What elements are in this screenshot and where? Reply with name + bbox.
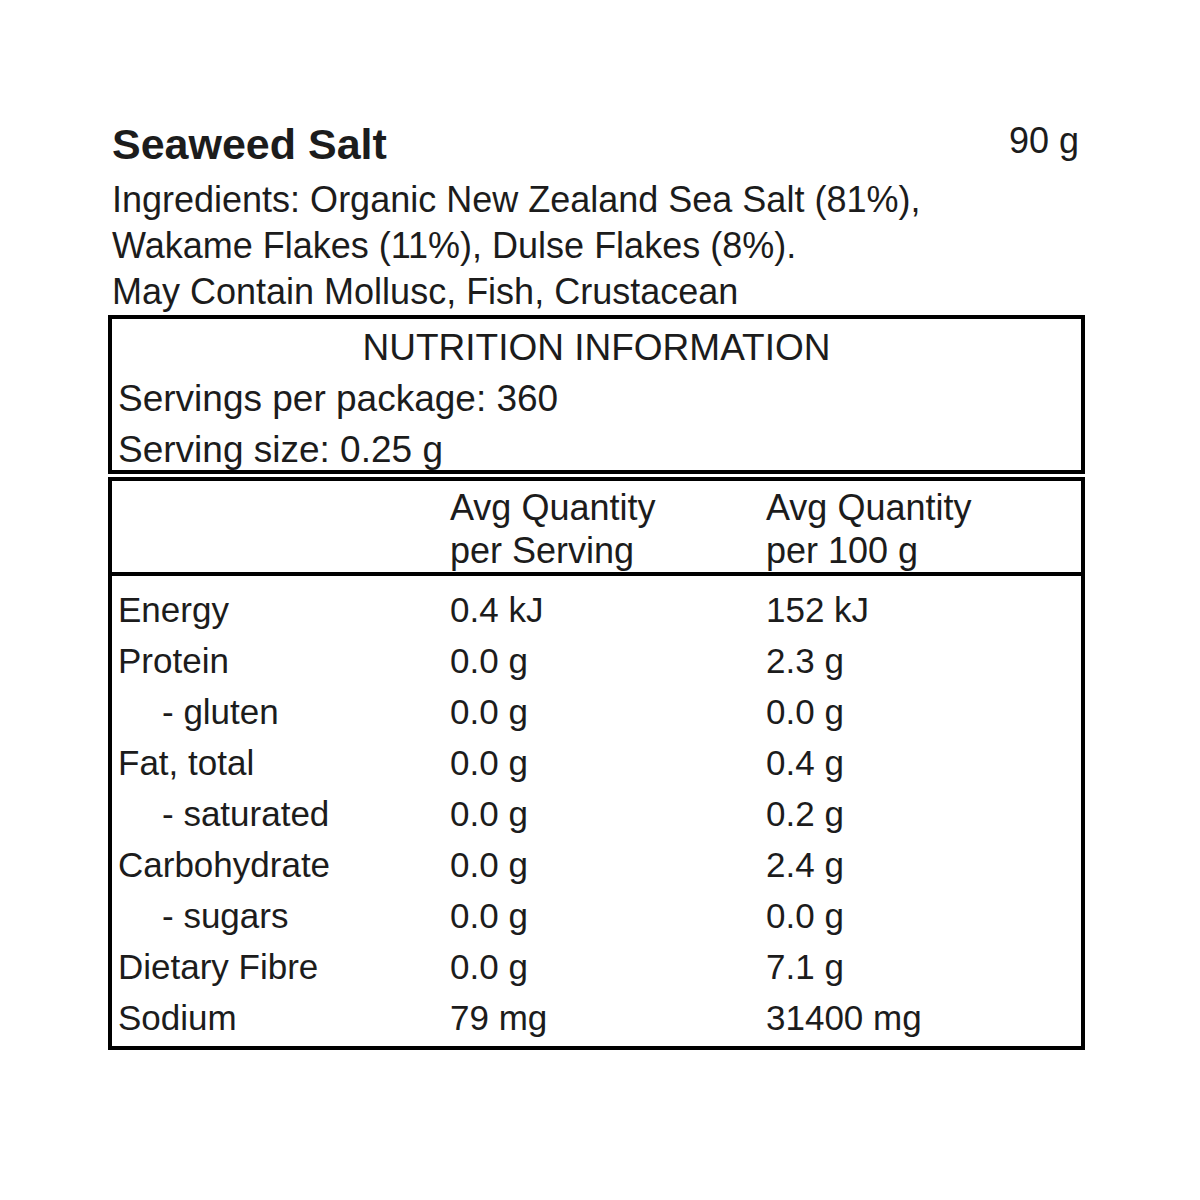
per-serving-value: 0.4 kJ: [450, 584, 766, 635]
per-serving-value: 0.0 g: [450, 737, 766, 788]
nutrient-label: Carbohydrate: [118, 839, 450, 890]
per-100g-header-line-1: Avg Quantity: [766, 486, 1081, 529]
table-row: - sugars 0.0 g 0.0 g: [112, 890, 1081, 941]
table-row: - saturated 0.0 g 0.2 g: [112, 788, 1081, 839]
per-100g-value: 0.0 g: [766, 890, 1081, 941]
per-serving-value: 79 mg: [450, 992, 766, 1043]
nutrient-rows: Energy 0.4 kJ 152 kJ Protein 0.0 g 2.3 g…: [112, 576, 1081, 1043]
ingredients-line-2: Wakame Flakes (11%), Dulse Flakes (8%).: [112, 223, 920, 269]
per-100g-value: 0.2 g: [766, 788, 1081, 839]
per-serving-value: 0.0 g: [450, 686, 766, 737]
per-serving-value: 0.0 g: [450, 890, 766, 941]
per-100g-value: 0.4 g: [766, 737, 1081, 788]
nutrient-label: - saturated: [118, 788, 450, 839]
servings-per-package: Servings per package: 360: [112, 373, 1081, 424]
ingredients-line-1: Ingredients: Organic New Zealand Sea Sal…: [112, 177, 920, 223]
per-100g-value: 152 kJ: [766, 584, 1081, 635]
per-serving-value: 0.0 g: [450, 839, 766, 890]
table-row: Dietary Fibre 0.0 g 7.1 g: [112, 941, 1081, 992]
nutrient-label: - gluten: [118, 686, 450, 737]
nutrient-label: Sodium: [118, 992, 450, 1043]
table-row: - gluten 0.0 g 0.0 g: [112, 686, 1081, 737]
per-serving-header-line-1: Avg Quantity: [450, 486, 766, 529]
nutrient-label: - sugars: [118, 890, 450, 941]
table-row: Energy 0.4 kJ 152 kJ: [112, 584, 1081, 635]
per-100g-value: 7.1 g: [766, 941, 1081, 992]
per-serving-value: 0.0 g: [450, 635, 766, 686]
table-row: Protein 0.0 g 2.3 g: [112, 635, 1081, 686]
per-100g-value: 0.0 g: [766, 686, 1081, 737]
per-100g-value: 2.4 g: [766, 839, 1081, 890]
table-row: Fat, total 0.0 g 0.4 g: [112, 737, 1081, 788]
nutrient-label: Protein: [118, 635, 450, 686]
per-serving-value: 0.0 g: [450, 941, 766, 992]
nutrition-table-box: Avg Quantity per Serving Avg Quantity pe…: [108, 477, 1085, 1050]
per-100g-value: 31400 mg: [766, 992, 1081, 1043]
per-serving-value: 0.0 g: [450, 788, 766, 839]
nutrition-information-title: NUTRITION INFORMATION: [112, 322, 1081, 373]
serving-size: Serving size: 0.25 g: [112, 424, 1081, 475]
per-100g-header-line-2: per 100 g: [766, 529, 1081, 572]
column-header-spacer: [112, 486, 450, 572]
table-row: Carbohydrate 0.0 g 2.4 g: [112, 839, 1081, 890]
ingredients-paragraph: Ingredients: Organic New Zealand Sea Sal…: [112, 177, 920, 315]
allergen-warning: May Contain Mollusc, Fish, Crustacean: [112, 269, 920, 315]
column-header-per-serving: Avg Quantity per Serving: [450, 486, 766, 572]
table-row: Sodium 79 mg 31400 mg: [112, 992, 1081, 1043]
nutrient-label: Fat, total: [118, 737, 450, 788]
nutrient-label: Dietary Fibre: [118, 941, 450, 992]
column-header-per-100g: Avg Quantity per 100 g: [766, 486, 1081, 572]
per-serving-header-line-2: per Serving: [450, 529, 766, 572]
nutrient-label: Energy: [118, 584, 450, 635]
nutrition-label-page: Seaweed Salt 90 g Ingredients: Organic N…: [0, 0, 1200, 1200]
nutrition-info-header-box: NUTRITION INFORMATION Servings per packa…: [108, 315, 1085, 474]
product-title: Seaweed Salt: [112, 118, 387, 170]
table-column-headers: Avg Quantity per Serving Avg Quantity pe…: [112, 481, 1081, 572]
net-weight: 90 g: [1009, 119, 1079, 163]
per-100g-value: 2.3 g: [766, 635, 1081, 686]
